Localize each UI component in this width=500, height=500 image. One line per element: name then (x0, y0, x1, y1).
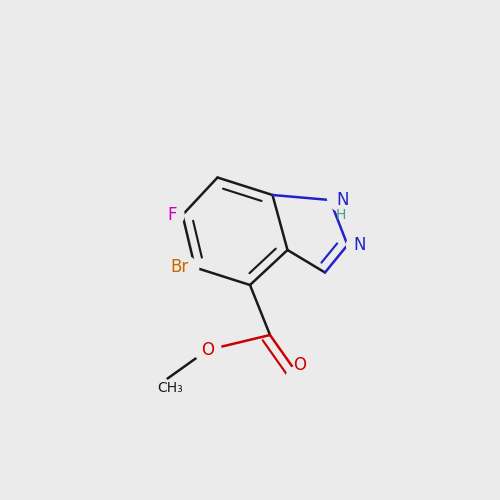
Text: O: O (201, 341, 214, 359)
Ellipse shape (346, 233, 376, 257)
Ellipse shape (161, 256, 199, 280)
Text: H: H (336, 208, 346, 222)
Text: Br: Br (171, 258, 189, 276)
Ellipse shape (286, 366, 314, 390)
Text: O: O (294, 356, 306, 374)
Ellipse shape (159, 203, 184, 227)
Text: F: F (167, 206, 176, 224)
Ellipse shape (136, 374, 169, 396)
Text: CH₃: CH₃ (158, 380, 183, 394)
Text: N: N (354, 236, 366, 254)
Ellipse shape (328, 182, 362, 212)
Ellipse shape (194, 338, 221, 362)
Text: N: N (336, 191, 348, 209)
